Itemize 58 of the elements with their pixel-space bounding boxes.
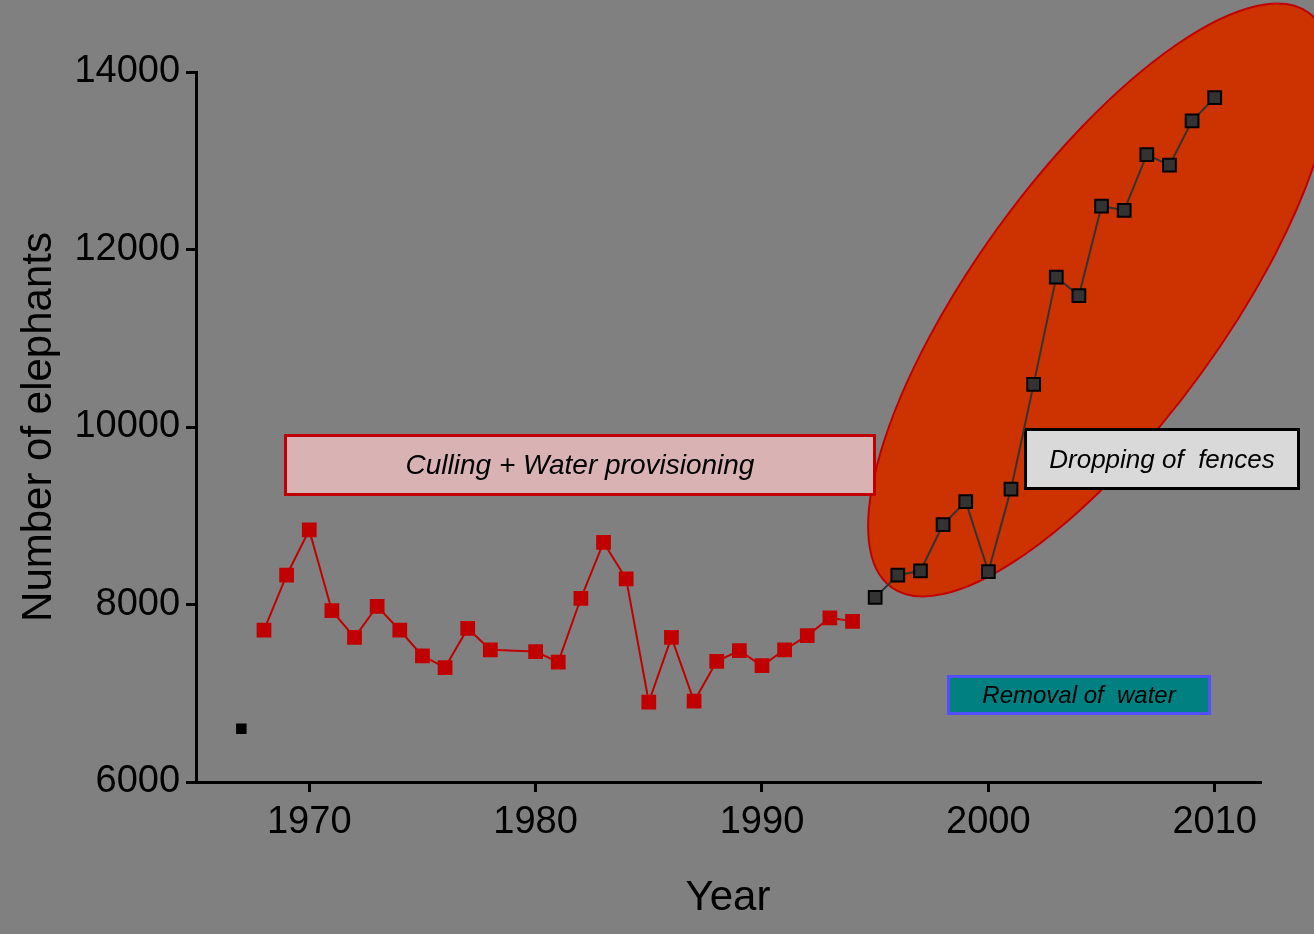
- point: [799, 628, 815, 643]
- point: [573, 590, 589, 606]
- point: [1139, 147, 1155, 162]
- point: [686, 693, 702, 709]
- point: [890, 567, 906, 583]
- y-tick-label: 10000: [74, 403, 181, 446]
- point: [460, 621, 476, 636]
- y-tick-label: 12000: [74, 225, 181, 268]
- point: [596, 535, 611, 550]
- point: [731, 643, 747, 659]
- point: [1184, 113, 1200, 129]
- y-tick-label: 14000: [74, 48, 181, 91]
- point: [845, 614, 860, 629]
- x-tick-label: 1980: [493, 799, 578, 842]
- y-axis-title: Number of elephants: [12, 232, 60, 622]
- point: [1094, 198, 1109, 214]
- point: [1162, 157, 1177, 173]
- point: [347, 629, 362, 645]
- point: [1048, 269, 1064, 285]
- point: [301, 522, 317, 538]
- point: [369, 598, 385, 614]
- point: [958, 494, 974, 509]
- point: [1116, 203, 1132, 218]
- text-box: Dropping of fences: [1024, 428, 1300, 490]
- y-tick-label: 6000: [95, 758, 181, 801]
- point: [392, 622, 408, 638]
- point: [618, 571, 634, 587]
- point: [777, 642, 792, 658]
- text-box: Culling + Water provisioning: [284, 434, 876, 496]
- point: [822, 610, 838, 626]
- x-axis-title: Year: [685, 872, 771, 920]
- y-tick-label: 8000: [95, 580, 181, 623]
- point: [236, 723, 247, 734]
- point: [641, 694, 657, 710]
- point: [528, 644, 543, 659]
- point: [279, 567, 294, 583]
- x-tick-label: 1990: [719, 799, 805, 842]
- point: [980, 564, 996, 580]
- point: [482, 642, 498, 658]
- point: [709, 653, 725, 669]
- point: [256, 622, 272, 638]
- point: [1207, 90, 1223, 106]
- point: [754, 658, 770, 674]
- point: [664, 629, 679, 645]
- point: [935, 517, 951, 532]
- point: [1026, 377, 1041, 392]
- x-tick-label: 2000: [946, 799, 1031, 842]
- point: [550, 654, 566, 670]
- point: [867, 590, 883, 605]
- point: [415, 648, 430, 664]
- point: [437, 660, 453, 675]
- text-box: Removal of water: [947, 675, 1211, 715]
- point: [1071, 288, 1087, 304]
- x-tick-label: 2010: [1172, 799, 1257, 842]
- point: [324, 603, 340, 619]
- x-tick-label: 1970: [266, 799, 352, 842]
- point: [913, 563, 928, 579]
- point: [1003, 481, 1019, 497]
